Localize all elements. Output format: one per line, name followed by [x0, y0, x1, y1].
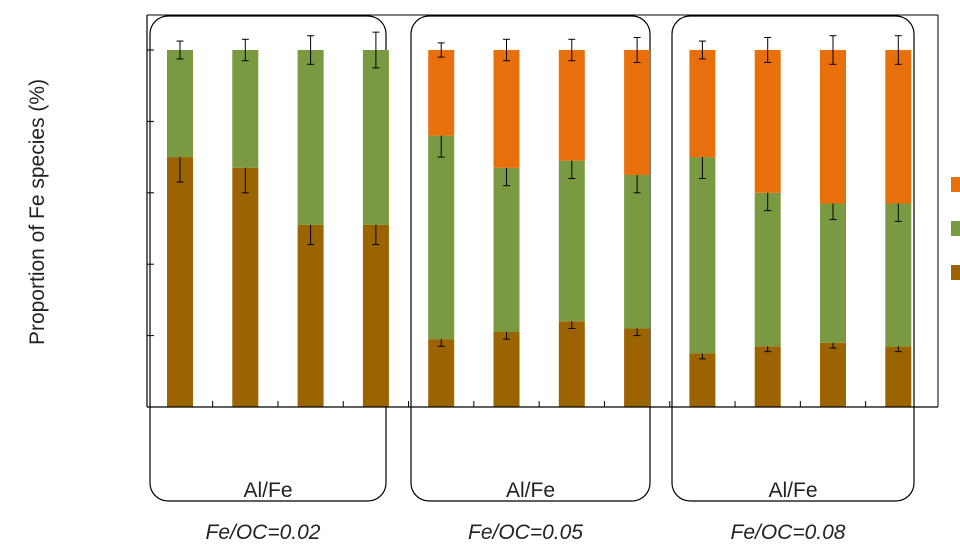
bar-segment-middle [297, 50, 324, 225]
bar-segment-middle [689, 157, 716, 354]
group-label: Al/Fe [506, 479, 555, 502]
bar-segment-bottom [885, 346, 912, 407]
group-label: Al/Fe [243, 479, 292, 502]
y-axis-label: Proportion of Fe species (%) [26, 79, 49, 345]
group-panel [671, 15, 915, 502]
bar-segment-middle [820, 203, 846, 343]
bar-segment-top [689, 50, 716, 158]
bar-segment-bottom [232, 167, 259, 407]
bar-segment-middle [167, 50, 193, 158]
bar-segment-middle [493, 167, 520, 333]
bar-segment-bottom [362, 224, 389, 407]
bars [167, 31, 912, 407]
bar-segment-bottom [558, 321, 585, 407]
bar-segment-bottom [493, 332, 520, 407]
legend-swatch-bottom [951, 265, 960, 280]
group-panels: Al/Fe Fe/OC=0.02 Al/Fe Fe/OC=0.05 Al/Fe Fe/OC… [149, 15, 915, 544]
bar-segment-middle [428, 135, 455, 340]
bar-segment-top [754, 50, 781, 193]
group-label: Al/Fe [768, 479, 817, 502]
bar-segment-bottom [689, 353, 716, 407]
bar-segment-top [493, 50, 520, 168]
bar-segment-top [558, 50, 585, 161]
group-sublabel: Fe/OC=0.02 [206, 521, 321, 544]
group-sublabel: Fe/OC=0.05 [468, 521, 583, 544]
group-sublabel: Fe/OC=0.08 [731, 521, 846, 544]
bar-segment-middle [624, 174, 651, 329]
bar-segment-top [885, 50, 912, 204]
bar-segment-top [624, 50, 651, 175]
bar-segment-bottom [624, 328, 651, 407]
legend-swatch-middle [951, 221, 960, 236]
legend-swatch-top [951, 177, 960, 192]
bar-segment-middle [885, 203, 912, 347]
bar-segment-middle [558, 160, 585, 322]
bar-segment-middle [232, 50, 259, 168]
bar-segment-top [820, 50, 846, 204]
bar-segment-bottom [297, 224, 324, 407]
bar-segment-bottom [754, 346, 781, 407]
bar-segment-bottom [428, 339, 455, 407]
bar-segment-bottom [820, 342, 846, 407]
bar-segment-top [428, 50, 455, 136]
bar-segment-middle [362, 50, 389, 225]
bar-segment-bottom [167, 157, 193, 407]
bar-segment-middle [754, 192, 781, 347]
legend [951, 177, 960, 280]
axes [146, 14, 939, 408]
